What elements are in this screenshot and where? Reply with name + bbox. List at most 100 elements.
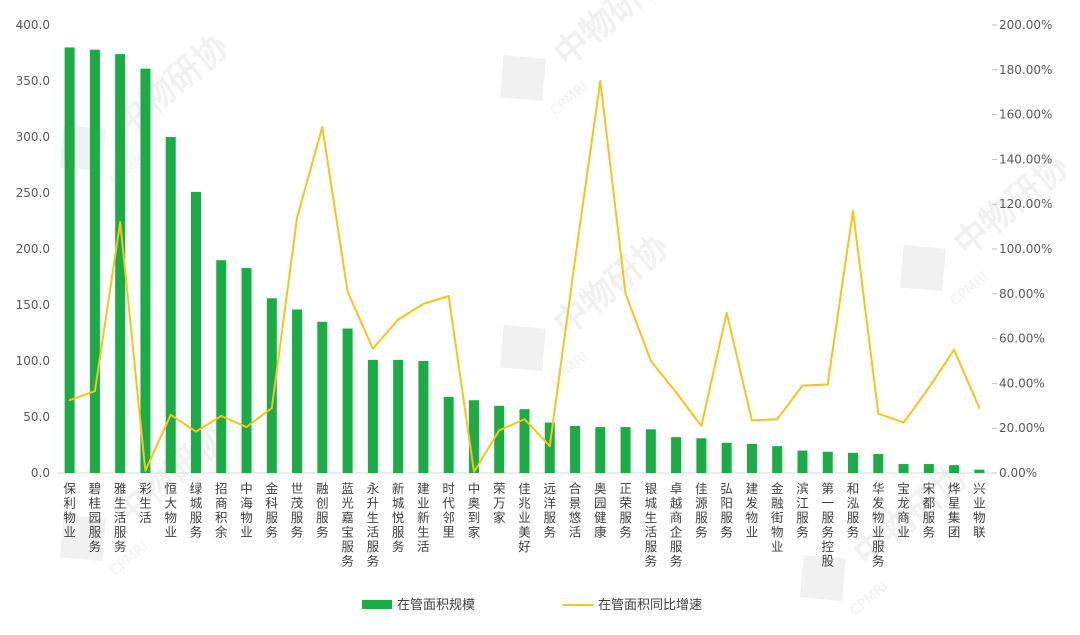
line-point <box>422 302 425 305</box>
x-tick-label-char: 滨 <box>796 481 809 496</box>
x-tick-label-char: 奥 <box>468 496 481 511</box>
y-right-tick-label: 60.00% <box>999 332 1045 346</box>
watermark-logo-shape <box>499 325 546 372</box>
line-point <box>978 407 981 409</box>
x-tick-label-char: 悠 <box>569 510 582 525</box>
bar <box>64 47 75 474</box>
x-tick-label-char: 企 <box>670 525 683 540</box>
y-left-tick-label: 250.0 <box>16 186 50 200</box>
x-tick-label-char: 服 <box>796 510 809 525</box>
x-tick-label-char: 正 <box>619 481 632 496</box>
x-tick-label-char: 第 <box>821 481 834 496</box>
line-point <box>245 426 248 428</box>
x-tick-label-char: 家 <box>493 510 506 525</box>
x-tick-label-char: 城 <box>190 496 203 511</box>
x-tick-label-char: 服 <box>670 539 683 554</box>
x-tick-label-char: 业 <box>746 525 759 540</box>
x-tick-label: 卓越商企服务 <box>670 481 683 569</box>
x-tick-label: 时代邻里 <box>442 481 455 540</box>
line-point <box>270 407 273 409</box>
x-tick-label-char: 江 <box>796 496 809 511</box>
line-point <box>953 348 955 351</box>
line-point <box>296 216 298 219</box>
x-tick-label-char: 兆 <box>518 496 531 511</box>
bar <box>89 49 100 473</box>
y-right-tick-label: 0.00% <box>999 466 1037 480</box>
x-tick-label: 正荣服务 <box>619 481 632 540</box>
x-tick-label-char: 银 <box>645 481 658 496</box>
x-tick-label-char: 卓 <box>670 481 683 496</box>
x-tick-label: 融创服务 <box>316 481 329 540</box>
x-tick-label-char: 余 <box>215 525 228 540</box>
x-tick-label-char: 升 <box>367 496 380 511</box>
x-tick-label-char: 服 <box>392 525 405 540</box>
x-tick-label: 金融街物业 <box>771 481 784 554</box>
bar <box>494 405 505 473</box>
line-point <box>751 419 753 422</box>
x-tick-label-char: 嘉 <box>341 510 354 525</box>
x-tick-label: 华发物业服务 <box>872 481 885 569</box>
x-tick-label-char: 悦 <box>392 510 405 525</box>
x-tick-label: 恒大物业 <box>164 481 177 540</box>
x-tick-label: 宝龙商业 <box>897 481 910 540</box>
x-tick-label-char: 生 <box>114 496 127 511</box>
watermark-logo-shape <box>799 555 846 602</box>
y-right-tick-label: 180.00% <box>999 63 1052 77</box>
line-point <box>649 360 652 362</box>
x-tick-label-char: 活 <box>114 510 127 525</box>
x-tick-label-char: 大 <box>164 496 177 511</box>
x-tick-label-char: 商 <box>897 510 910 525</box>
legend-label-line: 在管面积同比增速 <box>598 598 702 613</box>
line-point <box>397 318 400 321</box>
x-tick-label-char: 美 <box>518 525 531 540</box>
x-tick-label-char: 融 <box>771 496 784 511</box>
line-point <box>68 399 71 402</box>
x-tick-label-char: 城 <box>392 496 405 511</box>
x-tick-label-char: 融 <box>316 481 329 496</box>
x-tick-label-char: 物 <box>164 510 177 525</box>
x-tick-label-char: 源 <box>695 496 708 511</box>
x-tick-label-char: 景 <box>569 496 582 511</box>
x-tick-label-char: 中 <box>468 481 481 496</box>
x-tick-label-char: 烨 <box>948 481 961 496</box>
y-left-tick-label: 0.0 <box>31 466 50 480</box>
x-tick-label-char: 业 <box>897 525 910 540</box>
x-tick-label-char: 生 <box>645 510 658 525</box>
line-point <box>624 292 627 295</box>
x-tick-label-char: 活 <box>645 525 658 540</box>
bar <box>468 400 479 473</box>
x-tick-label-char: 服 <box>266 510 279 525</box>
bar <box>443 396 454 473</box>
x-tick-label-char: 里 <box>442 525 455 540</box>
x-tick-label-char: 街 <box>771 510 784 525</box>
x-tick-label-char: 茂 <box>291 496 304 511</box>
x-tick-label-char: 和 <box>847 481 860 496</box>
y-left-tick-label: 350.0 <box>16 74 50 88</box>
line-point <box>346 290 349 293</box>
x-tick-label-char: 物 <box>872 510 885 525</box>
x-tick-label-char: 创 <box>316 496 329 511</box>
x-tick-label-char: 联 <box>973 525 986 540</box>
x-tick-label-char: 建 <box>417 481 430 496</box>
x-tick-label-char: 桂 <box>89 496 102 511</box>
x-tick-label: 建发物业 <box>746 481 759 540</box>
legend-swatch-bar <box>362 600 392 609</box>
legend-label-bar: 在管面积规模 <box>397 598 475 613</box>
x-tick-label: 兴业物联 <box>973 481 986 540</box>
x-tick-label-char: 永 <box>367 481 380 496</box>
x-tick-label-char: 服 <box>923 510 936 525</box>
x-tick-label-char: 龙 <box>897 496 910 511</box>
x-tick-label-char: 城 <box>645 496 658 511</box>
x-tick-label-char: 泓 <box>847 496 860 511</box>
line-point <box>574 259 576 262</box>
bar <box>266 298 277 473</box>
x-tick-label: 滨江服务 <box>796 481 809 540</box>
y-right-tick-label: 200.00% <box>999 18 1052 32</box>
x-tick-label-char: 活 <box>417 539 430 554</box>
x-tick-label-char: 佳 <box>695 481 708 496</box>
x-tick-label-char: 海 <box>240 496 253 511</box>
x-tick-label-char: 一 <box>821 496 834 511</box>
x-tick-label-char: 业 <box>518 510 531 525</box>
